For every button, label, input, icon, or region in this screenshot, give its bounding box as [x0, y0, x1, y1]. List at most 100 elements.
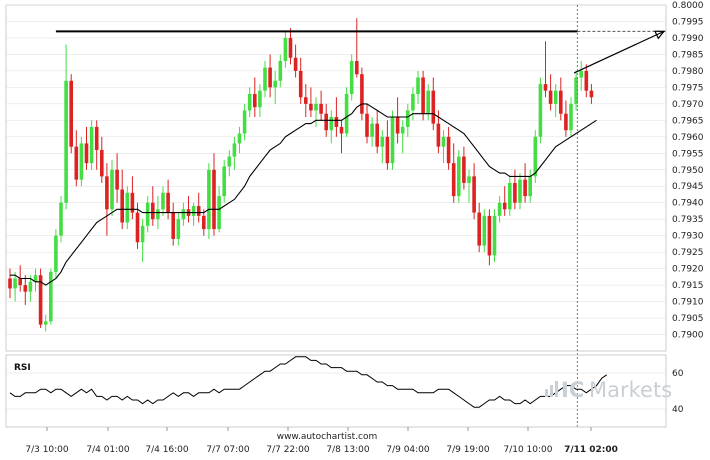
candle: [344, 87, 349, 137]
candle-body: [222, 166, 226, 197]
candle: [411, 87, 415, 121]
candle: [569, 97, 573, 137]
y-tick-label: 0.7980: [672, 67, 704, 77]
candle: [579, 61, 583, 91]
y-tick-label: 0.7905: [672, 314, 704, 324]
candle-body: [446, 136, 451, 164]
candle-body: [23, 285, 28, 292]
candle-body: [431, 90, 436, 124]
candle-body: [278, 61, 283, 81]
candle-body: [232, 143, 237, 157]
candle-body: [523, 179, 527, 197]
candle-body: [538, 84, 543, 137]
candle-body: [462, 156, 466, 183]
candle: [584, 64, 589, 98]
candle-body: [258, 90, 262, 108]
candle-body: [293, 57, 298, 71]
candle: [314, 97, 318, 127]
candle: [94, 120, 99, 170]
y-tick-label: 0.7955: [672, 149, 704, 159]
candle-body: [89, 126, 94, 164]
candle-body: [400, 126, 405, 134]
candle: [589, 84, 594, 104]
brand-ic: IC: [561, 378, 584, 402]
candle: [222, 159, 226, 203]
candle-body: [13, 278, 17, 289]
y-tick-label: 0.7925: [672, 248, 704, 258]
candle: [59, 196, 63, 243]
candle: [446, 126, 451, 170]
candle-body: [436, 123, 441, 147]
candle-body: [518, 179, 522, 203]
candle: [89, 120, 94, 170]
candle: [196, 192, 201, 223]
candle: [360, 67, 364, 121]
candle-body: [390, 117, 395, 164]
candle-body: [181, 209, 186, 220]
candle-body: [589, 90, 594, 98]
candle: [426, 84, 430, 121]
candle-body: [18, 278, 22, 286]
candle: [28, 275, 33, 302]
candle-body: [457, 156, 461, 197]
candle: [145, 196, 150, 233]
candle: [237, 126, 242, 154]
rsi-tick-label: 60: [672, 369, 684, 379]
candle: [263, 61, 267, 98]
x-tick-label: 7/4 16:00: [145, 445, 189, 455]
candle: [400, 120, 405, 154]
candle: [349, 54, 354, 101]
candle: [431, 77, 436, 131]
candle: [492, 209, 497, 263]
y-tick-label: 0.7995: [672, 17, 704, 27]
candle: [135, 202, 140, 249]
moving-average-line: [10, 103, 597, 286]
y-tick-label: 0.7900: [672, 331, 704, 341]
x-tick-label: 7/7 22:00: [266, 445, 310, 455]
candle: [559, 77, 563, 121]
icmarkets-watermark: IC Markets: [545, 378, 672, 402]
candle: [212, 153, 216, 236]
candle-body: [349, 61, 354, 94]
candle-body: [334, 117, 339, 127]
candle-body: [28, 281, 33, 292]
candle-body: [543, 84, 548, 91]
candle-body: [569, 103, 573, 131]
x-tick-label: 7/3 10:00: [25, 445, 69, 455]
candle: [298, 57, 303, 104]
y-tick-label: 0.7985: [672, 50, 704, 60]
y-tick-label: 0.7965: [672, 116, 704, 126]
candle-body: [79, 143, 84, 180]
candle-body: [84, 143, 89, 164]
candle-body: [502, 202, 507, 210]
candle-body: [298, 70, 303, 98]
candles: [8, 18, 594, 332]
candle: [533, 130, 538, 183]
y-tick-label: 0.7950: [672, 166, 704, 176]
candle: [115, 153, 119, 203]
candle: [309, 87, 313, 118]
candle-body: [74, 146, 79, 180]
candle-body: [426, 90, 430, 114]
candle-body: [467, 176, 471, 183]
candle-body: [339, 126, 344, 134]
candle-body: [355, 61, 359, 75]
candle: [288, 28, 293, 65]
candle-body: [212, 169, 216, 230]
candle: [553, 84, 558, 118]
candle: [467, 169, 471, 203]
footer-url: www.autochartist.com: [277, 432, 378, 442]
x-tick-label: 7/11 02:00: [564, 445, 618, 455]
candle: [273, 70, 277, 104]
y-tick-label: 0.7940: [672, 199, 704, 209]
candle-body: [553, 90, 558, 104]
candle: [502, 186, 507, 216]
x-tick-label: 7/10 10:00: [503, 445, 552, 455]
candle: [268, 54, 272, 98]
y-tick-label: 0.7935: [672, 215, 704, 225]
candle: [406, 103, 410, 137]
brand-markets: Markets: [589, 378, 672, 402]
candle: [105, 163, 109, 236]
candle-body: [416, 77, 420, 94]
